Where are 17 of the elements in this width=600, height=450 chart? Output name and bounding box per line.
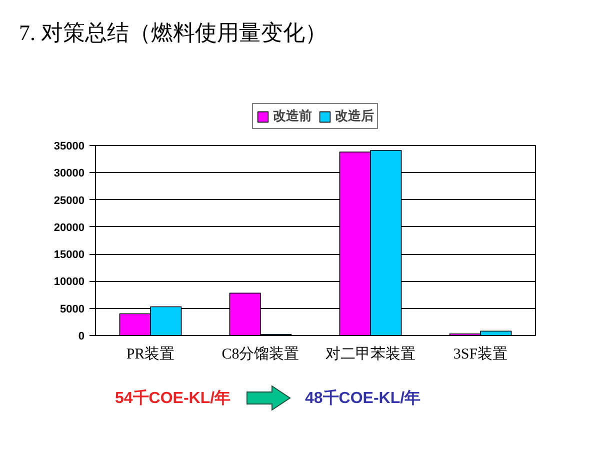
x-tick-label: PR装置: [126, 346, 175, 362]
x-tick-label: C8分馏装置: [222, 346, 300, 362]
y-tick-label: 35000: [54, 140, 85, 152]
legend-label: 改造后: [335, 108, 374, 125]
y-tick-label: 25000: [54, 194, 85, 207]
x-tick-label: 3SF装置: [453, 346, 508, 362]
y-tick-label: 20000: [54, 222, 85, 234]
x-tick-label: 对二甲苯装置: [326, 346, 416, 362]
text: 54千COE-KL/年: [115, 388, 231, 409]
legend-label: 改造前: [273, 108, 312, 125]
y-tick-label: 0: [78, 330, 85, 342]
y-tick-label: 5000: [60, 303, 85, 316]
y-tick-label: 10000: [54, 276, 85, 288]
text: 48千COE-KL/年: [305, 388, 421, 409]
chart-title: 7. 对策总结（燃料使用量变化）: [18, 19, 327, 47]
y-tick-label: 15000: [54, 249, 85, 262]
y-tick-label: 30000: [54, 168, 85, 180]
